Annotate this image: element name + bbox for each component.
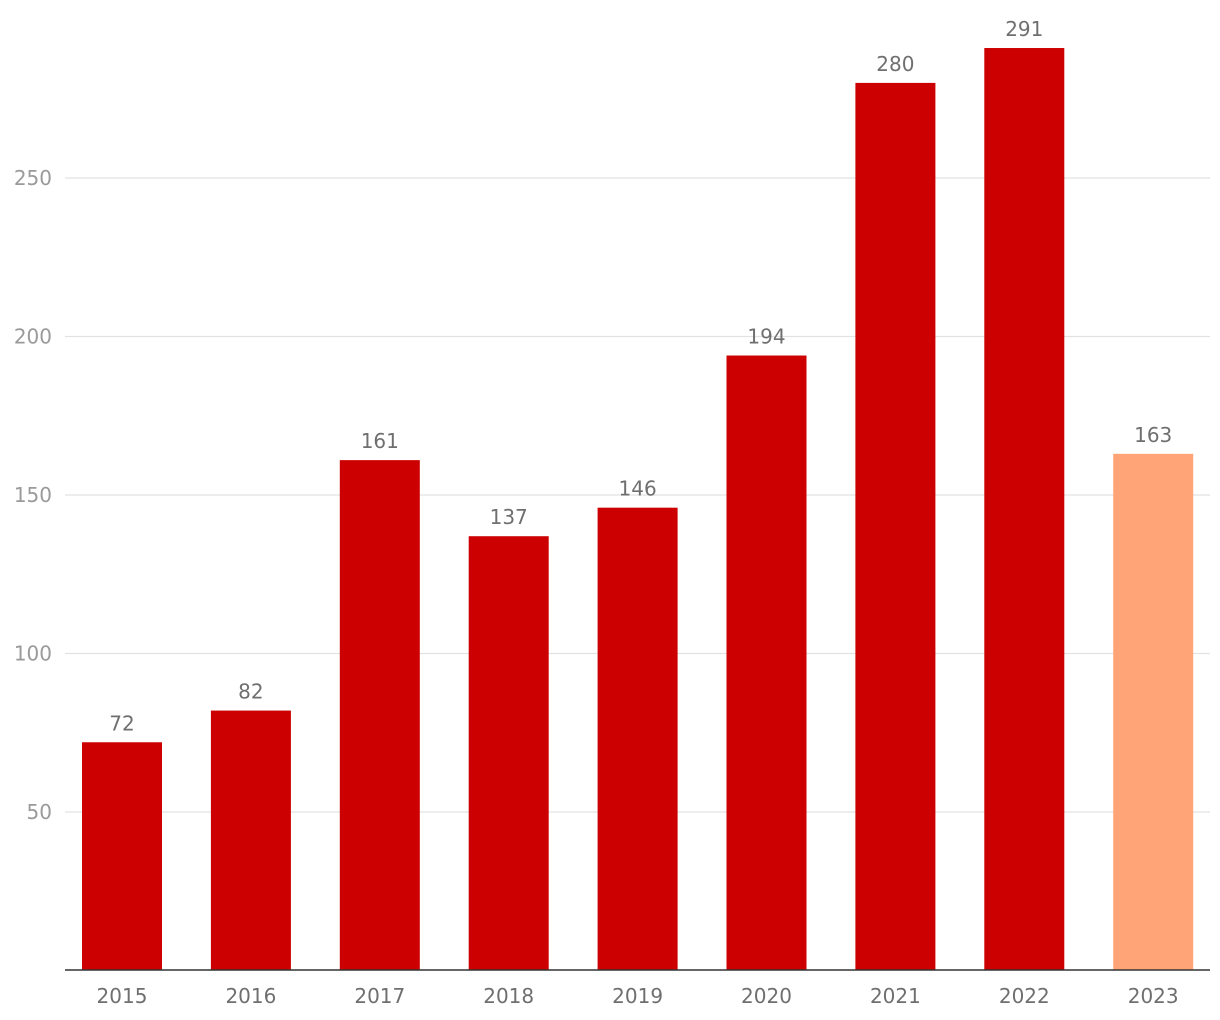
data-label-2022: 291	[1005, 17, 1043, 41]
bar-2020	[726, 355, 807, 971]
data-label-2015: 72	[109, 711, 134, 735]
data-label-2021: 280	[876, 52, 914, 76]
bar-2016	[210, 710, 291, 971]
bar-2017	[339, 460, 420, 971]
x-tick-label-2019: 2019	[612, 984, 663, 1008]
y-tick-label: 100	[14, 642, 52, 666]
x-tick-label-2020: 2020	[741, 984, 792, 1008]
bar-2018	[468, 536, 549, 971]
y-tick-label: 250	[14, 166, 52, 190]
y-tick-label: 150	[14, 483, 52, 507]
x-tick-label-2023: 2023	[1128, 984, 1179, 1008]
data-labels: 72 82 161 137 146 194 280 291 163	[109, 17, 1172, 735]
x-tick-label-2015: 2015	[97, 984, 148, 1008]
bar-2023	[1113, 453, 1194, 971]
bar-2019	[597, 507, 678, 971]
bar-2015	[82, 742, 162, 971]
data-label-2020: 194	[747, 325, 785, 349]
data-label-2016: 82	[238, 680, 263, 704]
y-tick-label: 200	[14, 325, 52, 349]
data-label-2023: 163	[1134, 423, 1172, 447]
data-label-2017: 161	[361, 429, 399, 453]
x-tick-label-2022: 2022	[999, 984, 1050, 1008]
data-label-2019: 146	[619, 477, 657, 501]
x-tick-label-2021: 2021	[870, 984, 921, 1008]
x-tick-label-2017: 2017	[354, 984, 405, 1008]
bars	[82, 48, 1194, 971]
y-tick-label: 50	[27, 800, 52, 824]
data-label-2018: 137	[490, 505, 528, 529]
bar-2021	[855, 82, 936, 971]
x-tick-label-2016: 2016	[225, 984, 276, 1008]
y-axis-ticks: 50 100 150 200 250	[14, 166, 52, 824]
x-axis-ticks: 2015 2016 2017 2018 2019 2020 2021 2022 2023	[97, 984, 1179, 1008]
bar-2022	[984, 48, 1065, 971]
x-tick-label-2018: 2018	[483, 984, 534, 1008]
